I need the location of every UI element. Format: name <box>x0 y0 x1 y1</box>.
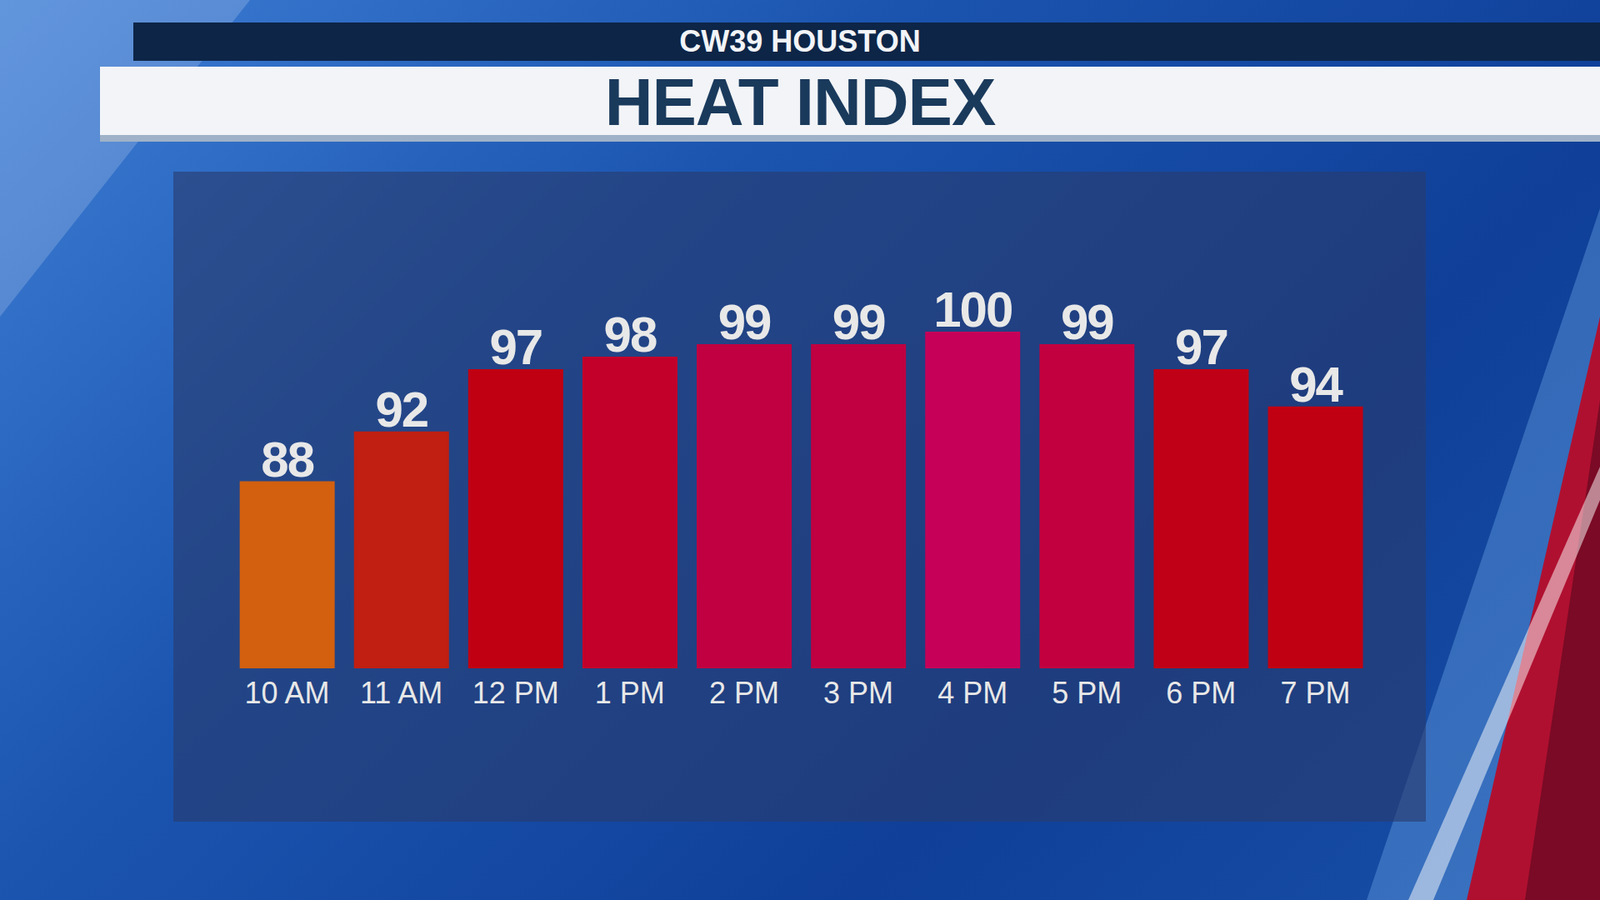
html-text:CW39 HOUSTON: CW39 HOUSTON <box>679 24 921 59</box>
svg-text:4 PM: 4 PM <box>937 675 1008 710</box>
svg-text:2 PM: 2 PM <box>709 675 780 710</box>
svg-text:97: 97 <box>1175 319 1228 375</box>
svg-text:99: 99 <box>718 294 771 350</box>
svg-text:5 PM: 5 PM <box>1051 675 1122 710</box>
svg-text:11 AM: 11 AM <box>360 675 443 710</box>
svg-text:1 PM: 1 PM <box>595 675 665 710</box>
svg-text:7 PM: 7 PM <box>1280 675 1350 710</box>
svg-text:98: 98 <box>604 306 657 363</box>
svg-text:88: 88 <box>260 431 314 488</box>
svg-text:92: 92 <box>375 381 428 438</box>
svg-text:99: 99 <box>832 294 885 350</box>
svg-text:100: 100 <box>933 281 1012 338</box>
svg-text:3 PM: 3 PM <box>823 675 894 710</box>
html-text:HEAT INDEX: HEAT INDEX <box>604 65 996 140</box>
svg-text:94: 94 <box>1289 356 1344 413</box>
svg-text:97: 97 <box>489 319 542 375</box>
svg-text:99: 99 <box>1060 294 1114 350</box>
svg-text:6 PM: 6 PM <box>1165 675 1236 710</box>
svg-text:10 AM: 10 AM <box>245 675 330 710</box>
svg-text:12 PM: 12 PM <box>472 675 560 710</box>
